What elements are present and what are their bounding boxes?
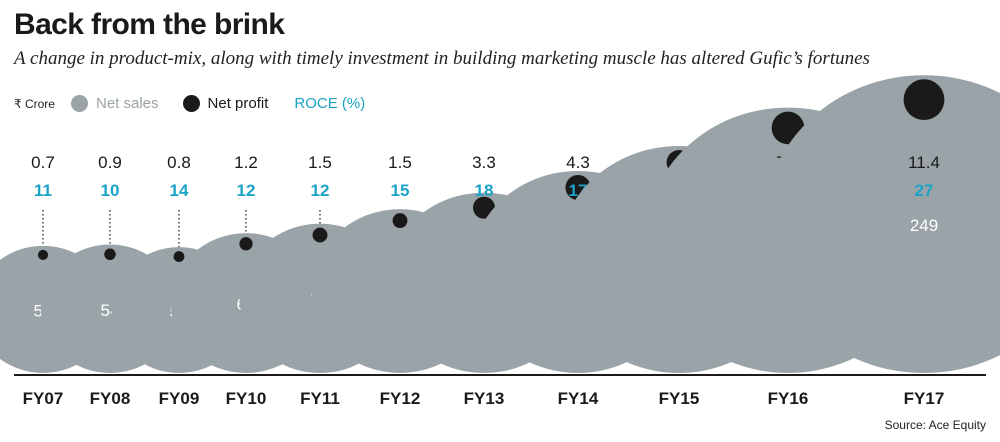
x-tick-label: FY15 (659, 389, 700, 408)
roce-value-label: 10 (101, 181, 120, 200)
source-note: Source: Ace Equity (884, 418, 986, 432)
roce-value-label: 14 (170, 181, 189, 200)
net-profit-value-label: 0.7 (31, 153, 55, 172)
net-profit-value-label: 1.2 (234, 153, 258, 172)
net-sales-legend-label: Net sales (95, 95, 159, 112)
net-profit-dot (37, 249, 49, 260)
net-sales-value-label: 249 (910, 216, 938, 235)
x-tick-label: FY09 (159, 389, 200, 408)
chart-title: Back from the brink (14, 8, 285, 41)
net-profit-value-label: 11.4 (908, 153, 940, 172)
unit-label: ₹ Crore (14, 96, 55, 111)
net-profit-legend-label: Net profit (207, 95, 269, 112)
net-sales-legend-swatch (70, 95, 88, 112)
x-tick-label: FY14 (558, 389, 599, 408)
net-profit-value-label: 0.9 (98, 153, 122, 172)
roce-value-label: 11 (34, 181, 52, 200)
legend: ₹ Crore Net sales Net profit ROCE (%) (14, 95, 365, 112)
net-profit-value-label: 0.8 (167, 153, 191, 172)
x-tick-label: FY16 (768, 389, 809, 408)
net-profit-value-label: 1.5 (388, 153, 412, 172)
net-profit-value-label: 3.3 (472, 153, 496, 172)
roce-value-label: 12 (237, 181, 256, 200)
x-tick-label: FY07 (23, 389, 64, 408)
net-sales-bubble (763, 75, 1000, 373)
x-tick-label: FY11 (300, 389, 340, 408)
x-tick-label: FY10 (226, 389, 267, 408)
net-profit-dot (473, 196, 495, 219)
net-profit-value-label: 1.5 (308, 153, 332, 172)
net-profit-dot (903, 79, 945, 121)
roce-value-label: 18 (475, 181, 494, 200)
net-profit-value-label: 4.3 (566, 153, 590, 172)
x-tick-label: FY08 (90, 389, 131, 408)
chart-subtitle: A change in product-mix, along with time… (14, 48, 870, 69)
roce-legend-label: ROCE (%) (294, 95, 366, 112)
x-tick-label: FY12 (380, 389, 421, 408)
net-profit-legend-swatch (182, 95, 200, 112)
net-profit-dot (239, 237, 253, 251)
x-tick-label: FY17 (904, 389, 945, 408)
net-profit-dot (312, 227, 328, 243)
roce-value-label: 12 (311, 181, 330, 200)
net-profit-dot (173, 251, 185, 262)
net-profit-dot (104, 248, 116, 261)
x-tick-label: FY13 (464, 389, 505, 408)
roce-value-label: 27 (915, 181, 934, 200)
roce-value-label: 15 (391, 181, 410, 200)
net-profit-dot (392, 213, 408, 229)
